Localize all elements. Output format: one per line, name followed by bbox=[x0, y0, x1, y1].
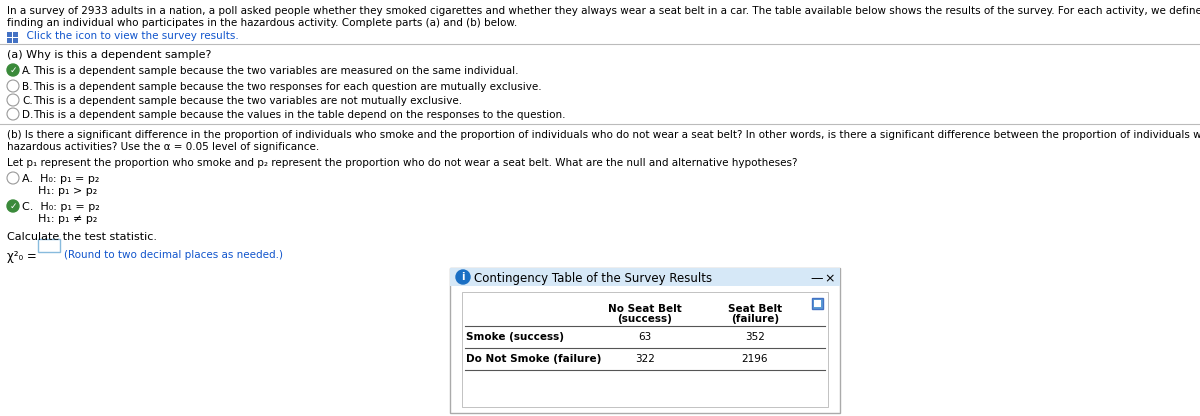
Text: 352: 352 bbox=[745, 332, 764, 342]
Text: D.: D. bbox=[22, 110, 34, 120]
Text: finding an individual who participates in the hazardous activity. Complete parts: finding an individual who participates i… bbox=[7, 18, 517, 28]
Text: This is a dependent sample because the two variables are not mutually exclusive.: This is a dependent sample because the t… bbox=[34, 96, 462, 106]
Text: Let p₁ represent the proportion who smoke and p₂ represent the proportion who do: Let p₁ represent the proportion who smok… bbox=[7, 158, 798, 168]
Text: i: i bbox=[461, 272, 464, 282]
Text: No Seat Belt: No Seat Belt bbox=[608, 304, 682, 314]
Bar bbox=[7, 32, 12, 37]
Text: This is a dependent sample because the values in the table depend on the respons: This is a dependent sample because the v… bbox=[34, 110, 565, 120]
Text: 63: 63 bbox=[638, 332, 652, 342]
Circle shape bbox=[7, 200, 19, 212]
Text: In a survey of 2933 adults in a nation, a poll asked people whether they smoked : In a survey of 2933 adults in a nation, … bbox=[7, 6, 1200, 16]
Bar bbox=[812, 298, 823, 309]
Bar bbox=[7, 38, 12, 43]
Text: C.  H₀: p₁ = p₂: C. H₀: p₁ = p₂ bbox=[22, 202, 100, 212]
Text: A.: A. bbox=[22, 66, 32, 76]
Text: C.: C. bbox=[22, 96, 32, 106]
Text: ×: × bbox=[824, 272, 834, 285]
Text: (b) Is there a significant difference in the proportion of individuals who smoke: (b) Is there a significant difference in… bbox=[7, 130, 1200, 140]
Text: B.: B. bbox=[22, 82, 32, 92]
Text: Calculate the test statistic.: Calculate the test statistic. bbox=[7, 232, 157, 242]
Text: —: — bbox=[810, 272, 822, 285]
Text: hazardous activities? Use the α = 0.05 level of significance.: hazardous activities? Use the α = 0.05 l… bbox=[7, 142, 319, 152]
Text: This is a dependent sample because the two responses for each question are mutua: This is a dependent sample because the t… bbox=[34, 82, 541, 92]
Bar bbox=[462, 292, 828, 407]
Text: χ²₀ =: χ²₀ = bbox=[7, 250, 37, 263]
Text: H₁: p₁ ≠ p₂: H₁: p₁ ≠ p₂ bbox=[38, 214, 97, 224]
Text: 2196: 2196 bbox=[742, 354, 768, 364]
Text: H₁: p₁ > p₂: H₁: p₁ > p₂ bbox=[38, 186, 97, 196]
Circle shape bbox=[7, 64, 19, 76]
Text: ✓: ✓ bbox=[10, 201, 17, 210]
Text: ✓: ✓ bbox=[10, 65, 17, 74]
Text: (failure): (failure) bbox=[731, 314, 779, 324]
Text: Smoke (success): Smoke (success) bbox=[466, 332, 564, 342]
Text: Do Not Smoke (failure): Do Not Smoke (failure) bbox=[466, 354, 601, 364]
Bar bbox=[450, 268, 840, 413]
Circle shape bbox=[456, 270, 470, 284]
Text: Contingency Table of the Survey Results: Contingency Table of the Survey Results bbox=[474, 272, 712, 285]
Text: A.  H₀: p₁ = p₂: A. H₀: p₁ = p₂ bbox=[22, 174, 100, 184]
Text: (Round to two decimal places as needed.): (Round to two decimal places as needed.) bbox=[64, 250, 283, 260]
Bar bbox=[814, 300, 821, 307]
Bar bbox=[450, 268, 840, 286]
Text: This is a dependent sample because the two variables are measured on the same in: This is a dependent sample because the t… bbox=[34, 66, 518, 76]
Bar bbox=[13, 32, 18, 37]
Text: Seat Belt: Seat Belt bbox=[728, 304, 782, 314]
Text: Click the icon to view the survey results.: Click the icon to view the survey result… bbox=[20, 31, 239, 41]
Text: 322: 322 bbox=[635, 354, 655, 364]
Text: (success): (success) bbox=[618, 314, 672, 324]
Text: (a) Why is this a dependent sample?: (a) Why is this a dependent sample? bbox=[7, 50, 211, 60]
Bar bbox=[38, 239, 60, 252]
Bar bbox=[13, 38, 18, 43]
